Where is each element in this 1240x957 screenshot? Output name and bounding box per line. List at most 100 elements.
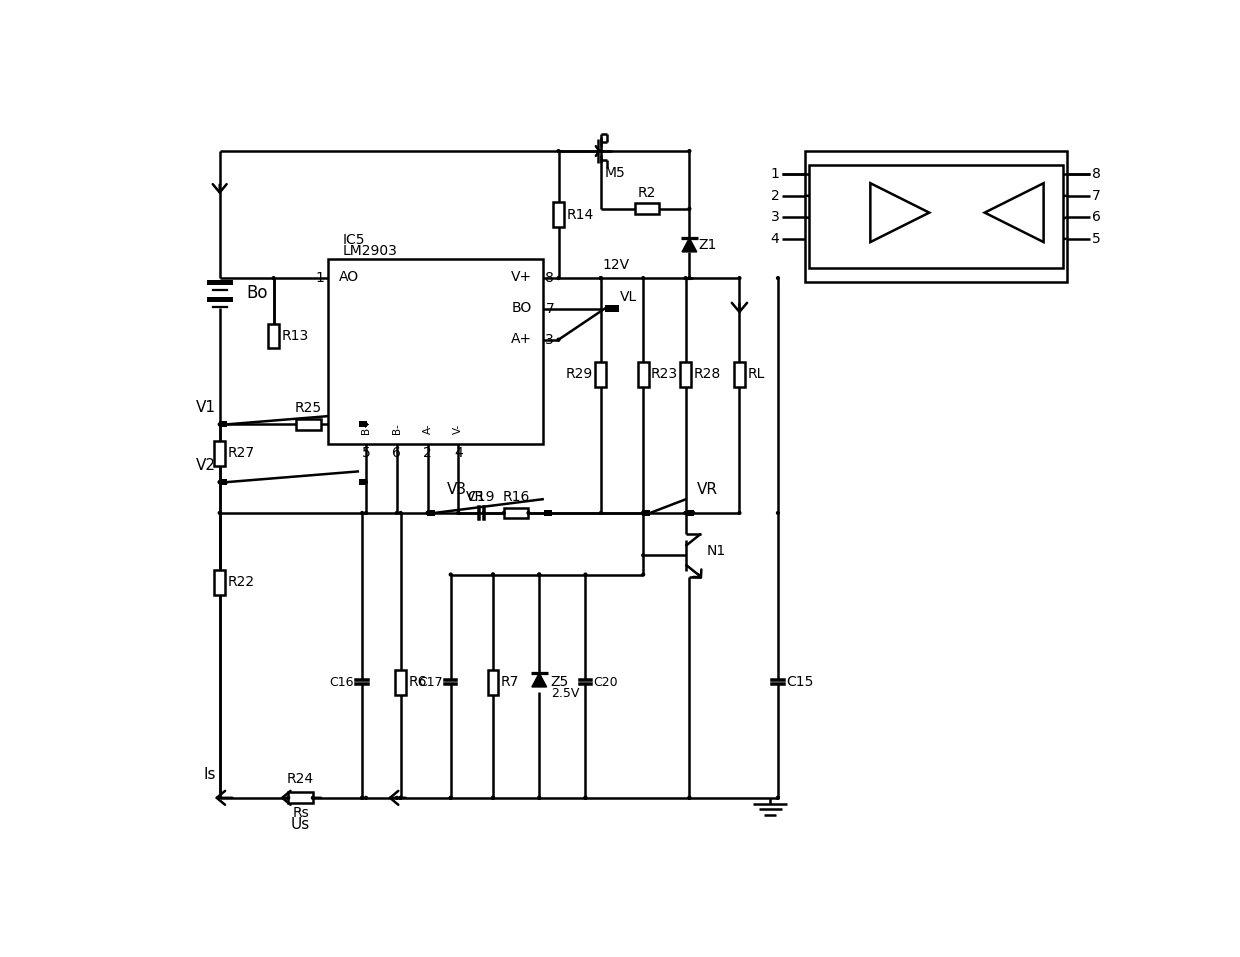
Text: 8: 8 (546, 271, 554, 285)
Text: 7: 7 (546, 301, 554, 316)
Circle shape (776, 796, 779, 799)
Circle shape (311, 796, 314, 799)
Circle shape (584, 796, 587, 799)
Circle shape (396, 796, 398, 799)
Text: 4: 4 (771, 232, 780, 246)
Polygon shape (682, 238, 697, 252)
Circle shape (599, 277, 603, 279)
Circle shape (492, 573, 495, 576)
Text: IC5: IC5 (343, 233, 366, 247)
Bar (686, 510, 694, 516)
Circle shape (273, 277, 275, 279)
Circle shape (684, 277, 687, 279)
Circle shape (599, 512, 603, 514)
Text: 7: 7 (1092, 189, 1101, 203)
Bar (427, 510, 434, 516)
Text: B: B (1003, 205, 1014, 220)
Text: V3: V3 (446, 482, 467, 498)
Text: V-: V- (454, 424, 464, 434)
Circle shape (396, 512, 398, 514)
Circle shape (361, 796, 363, 799)
Text: 3: 3 (546, 333, 554, 346)
Bar (215, 441, 226, 465)
Text: +: + (872, 217, 887, 235)
Text: A-: A- (423, 424, 433, 434)
Text: BO: BO (511, 301, 532, 315)
Circle shape (399, 512, 402, 514)
Bar (681, 362, 691, 387)
Circle shape (218, 480, 221, 483)
Text: R13: R13 (281, 329, 309, 343)
Circle shape (738, 512, 740, 514)
Text: 5: 5 (1092, 232, 1101, 246)
Bar (327, 258, 543, 444)
Text: Rs: Rs (293, 806, 309, 819)
Circle shape (642, 512, 645, 514)
Circle shape (218, 480, 221, 483)
Circle shape (449, 796, 453, 799)
Circle shape (688, 149, 691, 152)
Circle shape (538, 796, 541, 799)
Text: B+: B+ (361, 418, 371, 434)
Circle shape (599, 149, 603, 152)
Circle shape (557, 149, 560, 152)
Text: 2.5V: 2.5V (551, 687, 579, 701)
Text: 12V: 12V (603, 258, 630, 272)
Bar (503, 507, 528, 519)
Circle shape (365, 480, 367, 483)
Text: VL: VL (620, 290, 637, 304)
Bar (595, 362, 606, 387)
Text: R7: R7 (501, 676, 520, 689)
Circle shape (584, 573, 587, 576)
Text: R29: R29 (565, 367, 593, 381)
Polygon shape (532, 673, 547, 687)
Circle shape (738, 277, 740, 279)
Circle shape (399, 796, 402, 799)
Circle shape (642, 277, 645, 279)
Text: M5: M5 (605, 167, 625, 181)
Bar (360, 479, 367, 485)
Circle shape (557, 338, 560, 341)
Text: R23: R23 (651, 367, 678, 381)
Text: R24: R24 (286, 772, 314, 787)
Text: -: - (1032, 189, 1038, 208)
Circle shape (599, 149, 603, 152)
Text: R2: R2 (637, 186, 656, 200)
Circle shape (692, 512, 694, 514)
Bar (219, 421, 227, 428)
Circle shape (688, 796, 691, 799)
Bar (544, 510, 552, 516)
Circle shape (427, 512, 429, 514)
Bar (734, 362, 745, 387)
Circle shape (776, 277, 779, 279)
Bar (288, 792, 312, 803)
Text: 2: 2 (423, 446, 432, 460)
Text: V1: V1 (196, 400, 216, 415)
Text: 2: 2 (771, 189, 780, 203)
Text: C16: C16 (330, 676, 355, 689)
Text: R14: R14 (567, 208, 594, 222)
Text: +: + (1027, 217, 1042, 235)
Text: LM2903: LM2903 (343, 244, 398, 258)
Text: V+: V+ (511, 271, 532, 284)
Bar (296, 419, 321, 430)
Text: C15: C15 (786, 676, 813, 689)
Circle shape (218, 423, 221, 426)
Text: 4: 4 (454, 446, 463, 460)
Text: Z5: Z5 (551, 676, 569, 689)
Bar (553, 202, 564, 227)
Text: -: - (877, 189, 883, 208)
Circle shape (684, 512, 687, 514)
Circle shape (538, 573, 541, 576)
Text: N1: N1 (707, 545, 725, 559)
Text: RL: RL (748, 367, 765, 381)
Bar (635, 204, 660, 214)
Bar (396, 670, 405, 695)
Text: VR: VR (697, 482, 718, 498)
Text: VR: VR (466, 490, 485, 503)
Circle shape (776, 796, 779, 799)
Circle shape (599, 277, 603, 279)
Text: A: A (900, 205, 910, 220)
Text: A+: A+ (511, 332, 532, 346)
Circle shape (458, 512, 460, 514)
